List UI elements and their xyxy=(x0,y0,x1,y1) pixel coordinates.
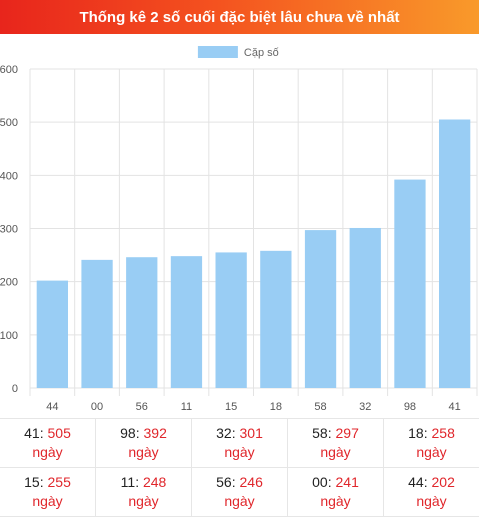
y-tick-label: 0 xyxy=(12,383,18,395)
pair-number: 32 xyxy=(216,425,232,441)
pair-number: 41 xyxy=(24,425,40,441)
pair-number: 98 xyxy=(120,425,136,441)
stats-cell: 18: 258 ngày xyxy=(384,419,479,467)
stats-cell: 00: 241 ngày xyxy=(288,468,384,516)
y-tick-label: 300 xyxy=(0,224,18,236)
days-unit: ngày xyxy=(128,493,159,509)
y-tick-label: 600 xyxy=(0,64,18,76)
stats-cell: 41: 505 ngày xyxy=(0,419,96,467)
pair-number: 00 xyxy=(312,474,328,490)
pair-number: 58 xyxy=(312,425,328,441)
days-value: 258 xyxy=(431,425,455,441)
x-tick-label: 41 xyxy=(449,401,461,413)
bar xyxy=(260,250,292,388)
chart-title: Thống kê 2 số cuối đặc biệt lâu chưa về … xyxy=(79,8,400,26)
y-tick-label: 400 xyxy=(0,170,18,182)
days-value: 297 xyxy=(335,425,359,441)
x-tick-label: 58 xyxy=(314,401,326,413)
y-tick-label: 500 xyxy=(0,117,18,129)
x-tick-label: 98 xyxy=(404,401,416,413)
stats-cell: 15: 255 ngày xyxy=(0,468,96,516)
pair-number: 56 xyxy=(216,474,232,490)
days-value: 301 xyxy=(239,425,263,441)
bar xyxy=(170,256,203,388)
stats-cell: 58: 297 ngày xyxy=(288,419,384,467)
days-unit: ngày xyxy=(224,444,255,460)
pair-number: 18 xyxy=(408,425,424,441)
bar xyxy=(439,119,471,388)
days-value: 255 xyxy=(47,474,71,490)
chart-header: Thống kê 2 số cuối đặc biệt lâu chưa về … xyxy=(0,0,479,34)
stats-cell: 32: 301 ngày xyxy=(192,419,288,467)
x-tick-label: 32 xyxy=(359,401,371,413)
pair-number: 11 xyxy=(120,474,136,490)
days-value: 392 xyxy=(143,425,167,441)
bar xyxy=(36,280,68,388)
days-unit: ngày xyxy=(320,493,351,509)
stats-cell: 56: 246 ngày xyxy=(192,468,288,516)
days-unit: ngày xyxy=(32,493,63,509)
days-unit: ngày xyxy=(416,493,447,509)
days-unit: ngày xyxy=(224,493,255,509)
days-unit: ngày xyxy=(320,444,351,460)
bar xyxy=(126,257,158,388)
stats-table: 41: 505 ngày 98: 392 ngày 32: 301 ngày 5… xyxy=(0,418,479,517)
pair-number: 15 xyxy=(24,474,40,490)
days-unit: ngày xyxy=(416,444,447,460)
bar-chart: 0 100 200 300 400 500 600 44 00 56 11 15 18 58 32 98 41 C… xyxy=(0,46,478,413)
bar xyxy=(304,230,337,388)
bar xyxy=(349,227,381,388)
legend-label: Cặp số xyxy=(244,47,279,59)
x-tick-label: 44 xyxy=(46,401,58,413)
stats-row: 15: 255 ngày 11: 248 ngày 56: 246 ngày 0… xyxy=(0,468,479,517)
y-tick-label: 100 xyxy=(0,330,18,342)
stats-cell: 44: 202 ngày xyxy=(384,468,479,516)
x-tick-label: 18 xyxy=(270,401,282,413)
days-value: 505 xyxy=(47,425,71,441)
legend-swatch xyxy=(197,46,238,58)
stats-row: 41: 505 ngày 98: 392 ngày 32: 301 ngày 5… xyxy=(0,419,479,468)
bar xyxy=(81,259,113,388)
x-tick-label: 11 xyxy=(181,401,192,413)
chart-area: 0 100 200 300 400 500 600 44 00 56 11 15 18 58 32 98 41 C… xyxy=(0,34,479,418)
days-value: 241 xyxy=(335,474,359,490)
bar xyxy=(215,252,247,388)
days-unit: ngày xyxy=(32,444,63,460)
days-value: 246 xyxy=(239,474,263,490)
pair-number: 44 xyxy=(408,474,424,490)
y-tick-label: 200 xyxy=(0,277,18,289)
days-value: 202 xyxy=(431,474,455,490)
x-tick-label: 56 xyxy=(136,401,148,413)
bar xyxy=(394,179,426,388)
x-tick-label: 00 xyxy=(91,401,103,413)
x-tick-label: 15 xyxy=(225,401,237,413)
days-value: 248 xyxy=(142,474,167,490)
stats-cell: 98: 392 ngày xyxy=(96,419,192,467)
stats-cell: 11: 248 ngày xyxy=(96,468,192,516)
days-unit: ngày xyxy=(128,444,159,460)
